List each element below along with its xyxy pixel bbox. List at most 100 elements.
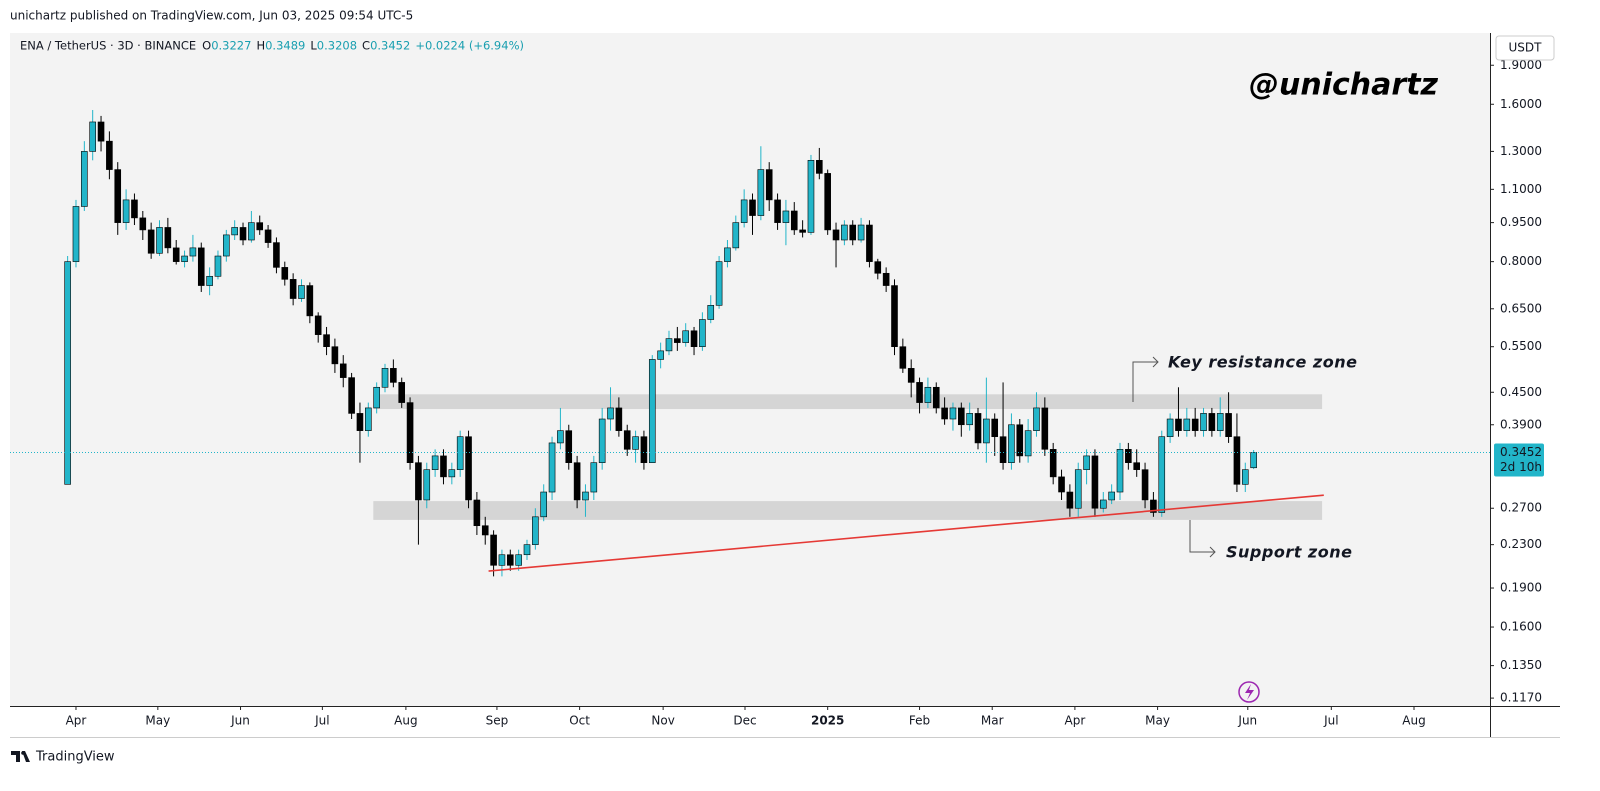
candle-body [832,229,840,241]
candle-body [256,222,264,231]
candle-body [657,350,664,360]
candle-body [181,255,188,262]
candle-body [248,222,255,241]
currency-label[interactable]: USDT [1509,41,1543,55]
candle-body [147,229,155,254]
candle-body [841,224,848,241]
x-tick-label: Jun [1237,714,1257,728]
candle-body [1158,436,1166,513]
ohlc-value: 0.3208 [317,39,357,53]
candle-body [448,469,456,478]
icon-bolt[interactable] [1245,684,1254,700]
legend: ENA / TetherUS · 3D · BINANCE O 0.3227 H 0.3… [20,39,524,53]
candle-body [724,247,731,262]
y-tick-label: 0.3900 [1500,417,1542,431]
candle-body [573,462,581,501]
candle-body [874,261,882,274]
candle-body [999,436,1007,463]
candle-body [1175,418,1182,431]
currency-button[interactable] [1495,35,1555,61]
lightning-icon[interactable] [1238,681,1260,703]
candle-body [348,377,355,414]
candle-body [64,261,71,485]
candle-body [1200,413,1207,431]
candle-body [1066,491,1074,509]
candle-body [72,206,80,262]
x-tick-label: Jun [230,714,250,728]
y-tick-label: 1.1000 [1500,182,1542,196]
candle-body [983,418,990,444]
candle-body [206,275,213,286]
candle-body [131,199,138,219]
candle-body [398,382,406,403]
ohlc-key: C [362,39,370,53]
logo-dot [21,751,25,755]
candle-body [907,368,915,383]
candle-body [1125,449,1132,463]
candle-body [774,199,781,223]
y-tick-label: 0.1600 [1500,620,1542,634]
candle-body [557,430,564,444]
y-tick-label: 1.6000 [1500,97,1542,111]
candle-body [765,169,773,201]
candle-body [172,247,180,262]
candle-body [732,222,740,249]
candle-body [1083,455,1090,470]
x-tick-label: Mar [981,714,1004,728]
candle-body [749,199,756,216]
y-tick-label: 0.6500 [1500,301,1542,315]
y-tick-label: 0.4500 [1500,385,1542,399]
y-tick-label: 0.2300 [1500,537,1542,551]
candle-body [548,442,556,493]
annotation: Support zone [1226,543,1352,562]
ohlc-value: 0.3227 [211,39,251,53]
candle-body [857,224,865,241]
icon-circle[interactable] [1238,681,1260,703]
candle-body [532,516,539,545]
symbol: ENA / TetherUS · 3D · BINANCE [20,39,196,53]
x-tick-label: Oct [569,714,590,728]
x-tick-label: Nov [651,714,674,728]
candle-body [97,121,105,142]
candle-body [89,121,96,152]
change: +0.0224 (+6.94%) [415,39,524,53]
x-tick-label: Sep [486,714,509,728]
candle-body [331,346,339,365]
x-tick-label: 2025 [811,714,844,728]
ohlc-key: O [202,39,211,53]
candle-body [665,338,673,352]
candle-body [682,330,689,343]
candle-body [707,305,715,320]
arrow [1189,520,1216,558]
candle-body [1208,413,1216,431]
y-tick-label: 0.1170 [1500,691,1542,705]
x-tick-label: Apr [66,714,87,728]
candle-body [1241,469,1249,485]
candle-body [106,140,113,170]
candle-body [1049,449,1057,478]
candle-body [306,285,314,317]
candle-body [365,407,372,431]
zone [373,394,1323,410]
ohlc-value: 0.3452 [370,39,410,53]
candle-body [740,199,748,223]
candle-body [164,227,172,249]
ohlc-key: H [256,39,265,53]
candle-body [916,382,923,403]
candle-body [289,279,297,299]
candle-body [816,160,823,174]
candle-body [156,227,163,254]
x-tick-label: May [1145,714,1170,728]
candle-body [949,407,957,420]
y-tick-label: 1.9000 [1500,58,1542,72]
x-tick-label: Feb [909,714,930,728]
x-tick-label: Apr [1065,714,1086,728]
candle-body [1041,407,1049,450]
candle-body [899,346,907,369]
ohlc-key: L [310,39,317,53]
candle-body [790,210,798,231]
ohlc-value: 0.3489 [265,39,305,53]
candle-body [390,368,397,383]
x-tick-label: Dec [733,714,756,728]
candle-body [323,334,330,348]
